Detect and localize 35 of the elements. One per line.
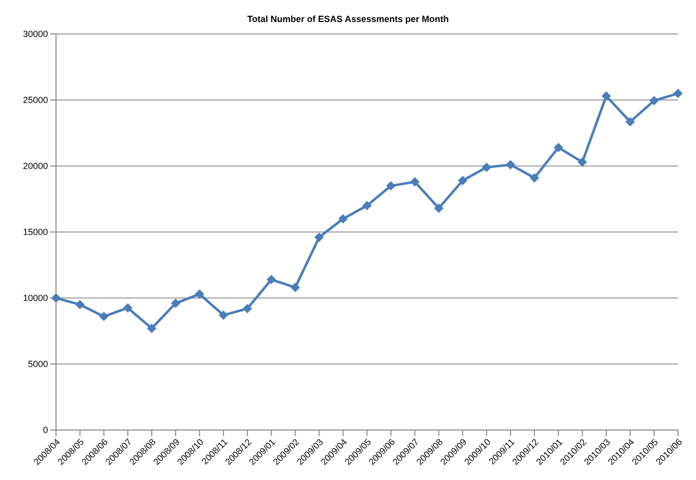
point [290,282,300,292]
point [314,232,324,242]
y-tick-label: 5000 [28,359,48,370]
y-tick-label: 0 [42,425,48,436]
point [362,201,372,210]
chart-title: Total Number of ESAS Assessments per Month [246,13,450,26]
point [410,177,420,186]
y-tick-label: 10000 [22,293,48,304]
point [75,300,84,310]
point [52,294,60,302]
point [458,176,468,186]
point [147,324,156,333]
point [386,181,396,190]
y-tick-label: 20000 [22,161,48,172]
point [171,298,180,308]
point [674,88,682,98]
point [218,310,228,320]
point [626,117,635,126]
point [266,275,276,284]
point [338,214,348,224]
point [99,312,108,321]
point [482,162,492,172]
y-tick-label: 30000 [22,29,48,40]
point [578,158,587,167]
y-tick-label: 15000 [22,227,48,238]
point [530,173,539,182]
point [242,304,252,314]
point [650,96,659,106]
point [123,303,132,312]
y-tick-label: 25000 [22,95,48,106]
point [602,92,611,101]
point [506,160,516,170]
point [554,143,563,152]
point [434,204,444,213]
point [195,290,204,299]
